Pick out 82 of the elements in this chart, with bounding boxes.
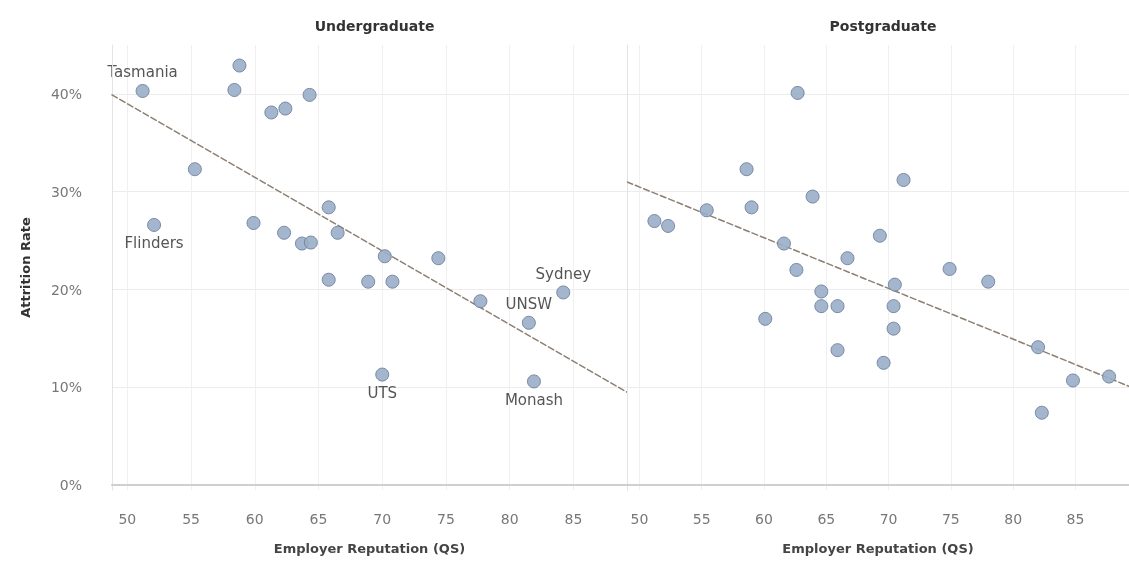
point — [278, 101, 293, 116]
point — [758, 311, 773, 326]
x-tick-label: 60 — [245, 511, 264, 527]
point — [277, 225, 292, 240]
point — [1065, 373, 1080, 388]
point — [377, 249, 392, 264]
x-tick-label: 60 — [755, 511, 773, 527]
point — [135, 83, 150, 98]
annotation: UNSW — [505, 295, 553, 314]
point — [896, 172, 911, 187]
point — [699, 203, 714, 218]
point — [744, 200, 759, 215]
y-tick-label: 0% — [59, 477, 82, 494]
y-tick-label: 20% — [50, 281, 82, 298]
x-tick-label: 75 — [941, 511, 960, 527]
x-tick-label: 80 — [1004, 511, 1023, 527]
point — [321, 200, 336, 215]
annotation: Monash — [504, 390, 564, 409]
x-tick-label: 85 — [1066, 511, 1085, 527]
point — [246, 216, 261, 230]
x-tick-label: 80 — [500, 511, 519, 527]
x-tick-label: 50 — [118, 511, 137, 527]
x-tick-label: 70 — [879, 511, 898, 527]
point — [526, 374, 541, 389]
point — [814, 299, 829, 314]
point — [981, 274, 996, 289]
y-tick-label: 30% — [50, 183, 82, 200]
x-tick-label: 65 — [817, 511, 836, 527]
point — [776, 236, 791, 251]
point — [790, 85, 805, 100]
point — [830, 299, 845, 314]
x-tick-label: 55 — [692, 511, 711, 527]
x-tick-label: 85 — [564, 511, 583, 527]
point — [321, 272, 336, 287]
annotation: Flinders — [124, 234, 184, 253]
annotation: Tasmania — [106, 63, 178, 82]
x-tick-label: 70 — [373, 511, 392, 527]
point — [521, 315, 536, 330]
point — [739, 162, 754, 177]
y-axis-title: Attrition Rate — [18, 217, 33, 318]
point — [232, 58, 247, 73]
annotation: Sydney — [535, 264, 592, 283]
point — [361, 274, 376, 289]
point — [886, 299, 901, 314]
point — [375, 367, 390, 382]
point — [840, 251, 855, 266]
x-axis-title: Employer Reputation (QS) — [273, 541, 466, 556]
point — [187, 162, 202, 177]
point — [1031, 340, 1046, 355]
point — [227, 82, 242, 97]
point — [830, 343, 845, 358]
point — [814, 284, 829, 299]
point — [887, 277, 902, 292]
x-tick-label: 75 — [437, 511, 455, 527]
point — [789, 262, 804, 277]
chart-title: Undergraduate — [314, 18, 435, 34]
point — [1034, 405, 1049, 420]
point — [302, 87, 317, 102]
point — [431, 251, 446, 266]
point — [330, 225, 345, 240]
point — [303, 235, 318, 250]
y-tick-label: 40% — [50, 85, 82, 102]
x-tick-label: 50 — [630, 511, 649, 527]
point — [556, 285, 571, 300]
chart-title: Postgraduate — [829, 18, 937, 34]
annotation: UTS — [367, 384, 398, 403]
point — [1102, 369, 1117, 384]
point — [647, 214, 662, 229]
y-tick-label: 10% — [50, 379, 82, 396]
point — [385, 274, 400, 289]
x-tick-label: 55 — [182, 511, 200, 527]
point — [264, 105, 279, 120]
point — [872, 228, 887, 243]
x-tick-label: 65 — [309, 511, 328, 527]
point — [473, 294, 488, 309]
point — [805, 189, 820, 204]
point — [661, 218, 676, 233]
x-axis-title: Employer Reputation (QS) — [782, 541, 974, 556]
point — [942, 261, 957, 276]
point — [886, 321, 901, 336]
point — [876, 355, 891, 370]
point — [147, 217, 162, 232]
